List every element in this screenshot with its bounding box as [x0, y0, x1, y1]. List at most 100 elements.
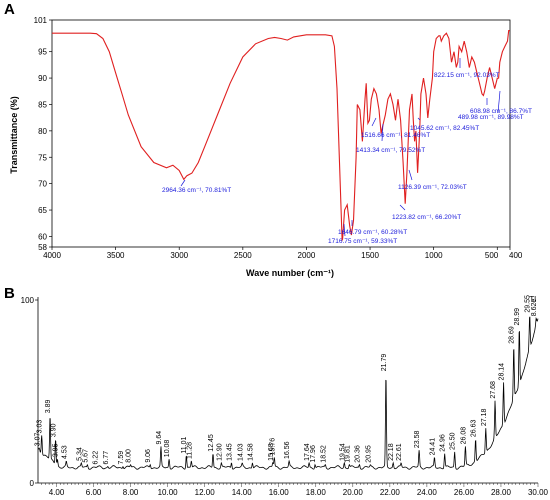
- peak-label-28.14: 28.14: [499, 363, 506, 381]
- panel-b-chromatogram-line: [37, 316, 539, 470]
- annotation-leader-490: [497, 90, 501, 114]
- peak-label-12.45: 12.45: [208, 434, 215, 452]
- a-ytick-label-65: 65: [38, 206, 47, 215]
- panel-b-x-ticks: 4.00 6.00 8.00 10.00 12.00 14.00 16.00 18.00 20.…: [41, 483, 549, 497]
- peak-label-5.34: 5.34: [76, 447, 83, 461]
- b-ytick-label-100: 100: [21, 296, 35, 305]
- b-xtick-label-22: 22.00: [380, 488, 401, 497]
- annotation-609: 608.98 cm⁻¹, 86.7%T: [470, 108, 532, 115]
- peak-label-17.96: 17.96: [310, 445, 317, 463]
- peak-label-22.18: 22.18: [388, 443, 395, 461]
- peak-label-10.08: 10.08: [164, 440, 171, 458]
- b-xtick-label-10: 10.00: [158, 488, 179, 497]
- panel-a-y-ticks: 58 60 65 70 75 80 85 90 95 101: [34, 16, 52, 252]
- peak-label-3.95: 3.95: [52, 443, 59, 457]
- b-xtick-label-8: 8.00: [123, 488, 139, 497]
- annotation-leader-1224: [399, 204, 406, 211]
- annotation-leader-1516: [371, 117, 377, 127]
- peak-label-28.99: 28.99: [514, 308, 521, 326]
- annotation-490: 489.98 cm⁻¹, 89.98%T: [458, 114, 524, 121]
- a-ytick-label-60: 60: [38, 232, 47, 241]
- peak-label-9.64: 9.64: [156, 431, 163, 445]
- annotation-2964: 2964.36 cm⁻¹, 70.81%T: [162, 187, 231, 194]
- panel-a-label: A: [4, 1, 15, 18]
- panel-b-label: B: [4, 285, 15, 302]
- panel-a-ylabel: Transmittance (%): [9, 96, 19, 174]
- a-xtick-label-3000: 3000: [170, 251, 188, 260]
- annotation-leader-1413: [381, 123, 384, 142]
- peak-label-3.03: 3.03: [37, 420, 44, 434]
- peak-label-3.89: 3.89: [45, 400, 52, 414]
- peak-label-12.90: 12.90: [216, 443, 223, 461]
- panel-a-plot-frame: [51, 19, 511, 248]
- a-ytick-label-70: 70: [38, 180, 47, 189]
- b-xtick-label-6: 6.00: [86, 488, 102, 497]
- peak-label-9.06: 9.06: [145, 449, 152, 463]
- peak-label-26.08: 26.08: [460, 427, 467, 445]
- b-xtick-label-14: 14.00: [232, 488, 253, 497]
- annotation-1413: 1413.34 cm⁻¹, 79.52%T: [356, 147, 425, 154]
- b-xtick-label-30: 30.00: [528, 488, 549, 497]
- peak-label-15.68: 15.68: [268, 443, 275, 461]
- peak-label-19.54: 19.54: [339, 443, 346, 461]
- peak-label-23.58: 23.58: [414, 430, 421, 448]
- b-xtick-label-16: 16.00: [269, 488, 290, 497]
- peak-label-7.59: 7.59: [118, 451, 125, 465]
- a-ytick-label-58: 58: [38, 243, 47, 252]
- b-xtick-label-26: 26.00: [454, 488, 475, 497]
- annotation-822: 822.15 cm⁻¹, 92.03%T: [434, 72, 500, 79]
- peak-label-21.79: 21.79: [381, 354, 388, 372]
- annotation-leader-1126: [408, 169, 413, 181]
- b-xtick-label-12: 12.00: [195, 488, 216, 497]
- peak-label-4.53: 4.53: [61, 445, 68, 459]
- peak-label-6.22: 6.22: [93, 451, 100, 465]
- peak-label-22.61: 22.61: [396, 443, 403, 461]
- peak-label-17.64: 17.64: [304, 443, 311, 461]
- b-xtick-label-20: 20.00: [343, 488, 364, 497]
- a-xtick-label-1500: 1500: [361, 251, 379, 260]
- panel-a-spectrum-line: [52, 30, 510, 243]
- b-xtick-label-4: 4.00: [49, 488, 65, 497]
- b-xtick-label-28: 28.00: [491, 488, 512, 497]
- peak-label-16.56: 16.56: [284, 441, 291, 459]
- peak-label-3.07: 3.07: [34, 432, 41, 446]
- panel-b-peak-labels: 3.073.033.89 3.90 3.95 4.53 5.34 5.67 6.22 6.77…: [34, 295, 538, 464]
- panel-a-annotations: 2964.36 cm⁻¹, 70.81%T 1716.75 cm⁻¹, 59.3…: [162, 58, 532, 245]
- a-ytick-label-90: 90: [38, 74, 47, 83]
- peak-label-6.77: 6.77: [103, 451, 110, 465]
- peak-label-5.67: 5.67: [82, 449, 89, 463]
- a-xtick-label-400: 400: [509, 251, 523, 260]
- peak-label-20.95: 20.95: [365, 445, 372, 463]
- a-ytick-label-85: 85: [38, 100, 47, 109]
- b-ytick-label-0: 0: [30, 479, 35, 488]
- peak-label-26.63: 26.63: [471, 419, 478, 437]
- peak-label-8.00: 8.00: [126, 449, 133, 463]
- peak-label-25.50: 25.50: [450, 432, 457, 450]
- peak-label-24.41: 24.41: [429, 438, 436, 456]
- peak-label-29.55: 29.55: [525, 295, 532, 313]
- peak-label-14.03: 14.03: [237, 443, 244, 461]
- panel-a-xlabel: Wave number (cm⁻¹): [246, 268, 334, 278]
- a-xtick-label-2000: 2000: [298, 251, 316, 260]
- b-xtick-label-18: 18.00: [306, 488, 327, 497]
- a-ytick-label-95: 95: [38, 48, 47, 57]
- peak-label-20.36: 20.36: [355, 445, 362, 463]
- peak-label-19.81: 19.81: [344, 445, 351, 463]
- a-ytick-label-101: 101: [34, 16, 48, 25]
- panel-b-corner-label: Tl: [529, 295, 536, 304]
- peak-label-8.62e: 8.62e: [531, 299, 538, 317]
- annotation-leader-1046: [417, 117, 421, 121]
- peak-label-15.76: 15.76: [269, 438, 276, 456]
- annotation-1046: 1045.62 cm⁻¹, 82.45%T: [410, 125, 479, 132]
- annotation-leader-1716: [343, 223, 346, 237]
- a-xtick-label-1000: 1000: [425, 251, 443, 260]
- b-xtick-label-24: 24.00: [417, 488, 438, 497]
- a-ytick-label-80: 80: [38, 127, 47, 136]
- a-xtick-label-2500: 2500: [234, 251, 252, 260]
- peak-label-24.96: 24.96: [440, 434, 447, 452]
- panel-a: A 58 60 65 70 75 80 85 90 95 101 4000 3500 3000 2500…: [4, 1, 532, 278]
- peak-label-11.01: 11.01: [181, 436, 188, 453]
- annotation-1647: 1646.79 cm⁻¹, 60.28%T: [338, 229, 407, 236]
- peak-label-3.90: 3.90: [51, 423, 58, 437]
